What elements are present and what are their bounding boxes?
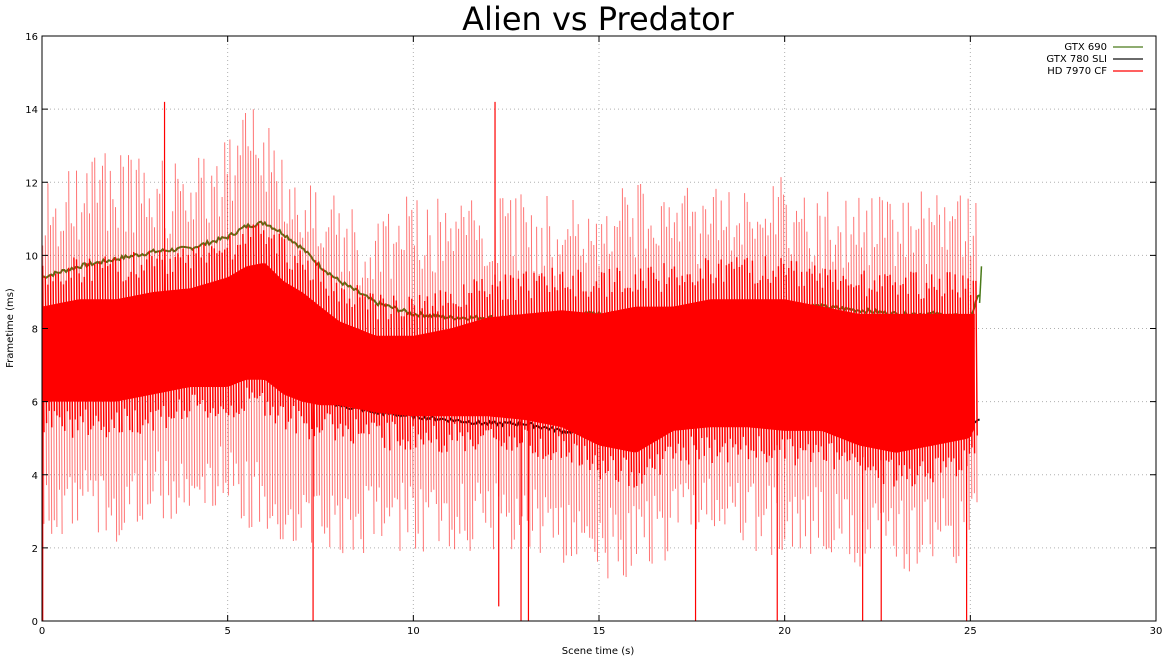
y-axis-title: Frametime (ms) <box>5 288 16 368</box>
plot-area <box>41 101 983 621</box>
legend-label: GTX 690 <box>1064 42 1107 53</box>
y-tick-label: 0 <box>32 617 38 628</box>
y-tick-label: 16 <box>25 32 38 43</box>
x-axis-title: Scene time (s) <box>562 646 635 657</box>
y-tick-label: 4 <box>32 471 38 482</box>
x-tick-label: 10 <box>407 626 420 637</box>
y-tick-label: 12 <box>25 178 38 189</box>
x-tick-label: 30 <box>1150 626 1163 637</box>
y-tick-label: 6 <box>32 398 38 409</box>
legend-label: GTX 780 SLI <box>1046 54 1107 65</box>
legend-label: HD 7970 CF <box>1047 66 1107 77</box>
series-core-hd-7970-cf <box>42 223 978 488</box>
axis-ticks: 0 5 10 15 20 25 30 0 2 4 6 8 10 12 14 16 <box>25 32 1162 637</box>
y-tick-label: 10 <box>25 251 38 262</box>
y-tick-label: 8 <box>32 325 38 336</box>
series-tail-gtx-690 <box>978 266 983 303</box>
x-tick-label: 5 <box>224 626 230 637</box>
x-tick-label: 25 <box>964 626 977 637</box>
x-tick-label: 15 <box>593 626 606 637</box>
x-tick-label: 0 <box>39 626 45 637</box>
chart-title: Alien vs Predator <box>462 0 735 38</box>
x-tick-label: 20 <box>778 626 791 637</box>
y-tick-label: 14 <box>25 105 38 116</box>
y-tick-label: 2 <box>32 544 38 555</box>
